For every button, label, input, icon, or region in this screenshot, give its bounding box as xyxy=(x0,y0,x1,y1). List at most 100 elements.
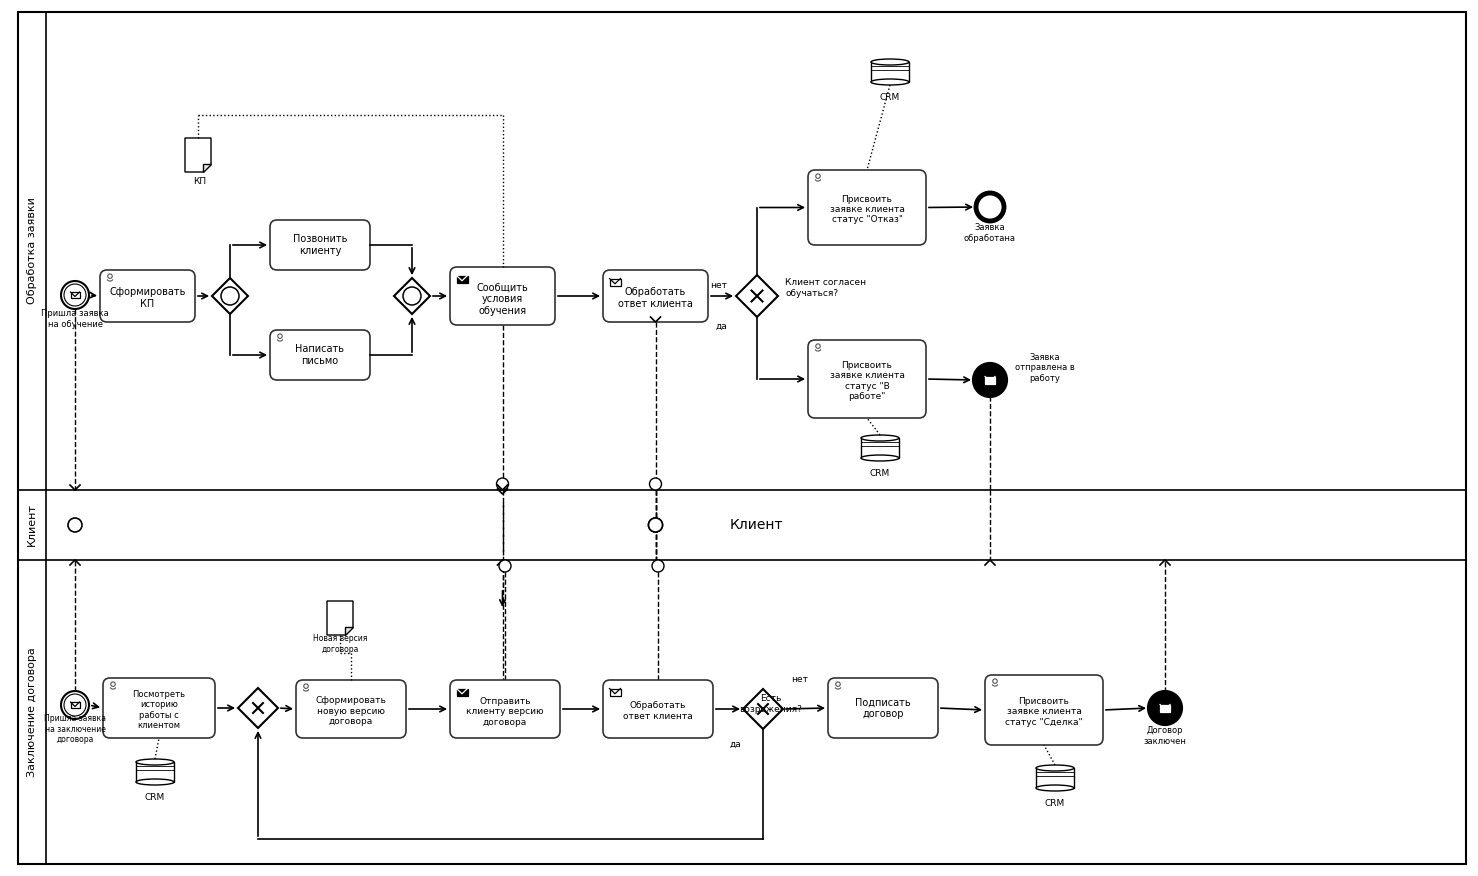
Polygon shape xyxy=(238,688,278,728)
Text: Сформировать
новую версию
договора: Сформировать новую версию договора xyxy=(316,696,386,726)
Circle shape xyxy=(108,274,112,279)
Text: Пришла заявка
на обучение: Пришла заявка на обучение xyxy=(41,309,109,328)
Ellipse shape xyxy=(1036,765,1075,771)
Bar xyxy=(609,689,621,696)
Polygon shape xyxy=(743,689,783,729)
Ellipse shape xyxy=(862,455,899,461)
Text: CRM: CRM xyxy=(871,469,890,477)
Text: Обработать
ответ клиента: Обработать ответ клиента xyxy=(624,702,693,721)
Text: Сформировать
КП: Сформировать КП xyxy=(109,287,186,309)
FancyBboxPatch shape xyxy=(449,680,560,738)
FancyBboxPatch shape xyxy=(808,340,927,418)
Ellipse shape xyxy=(871,79,909,85)
Circle shape xyxy=(993,679,998,683)
Text: Клиент: Клиент xyxy=(27,504,37,547)
Bar xyxy=(1160,704,1171,711)
Text: Присвоить
заявке клиента
статус "Сделка": Присвоить заявке клиента статус "Сделка" xyxy=(1005,697,1083,727)
Ellipse shape xyxy=(871,59,909,65)
FancyBboxPatch shape xyxy=(808,170,927,245)
Text: нет: нет xyxy=(791,675,808,683)
Text: Присвоить
заявке клиента
статус "Отказ": Присвоить заявке клиента статус "Отказ" xyxy=(829,194,905,224)
Circle shape xyxy=(816,344,820,349)
Text: Сообщить
условия
обучения: Сообщить условия обучения xyxy=(476,282,528,315)
Text: Подписать
договор: Подписать договор xyxy=(856,697,910,719)
Bar xyxy=(862,438,899,458)
Circle shape xyxy=(1151,695,1178,721)
Text: Договор
заключен: Договор заключен xyxy=(1144,726,1187,745)
Bar xyxy=(984,377,995,384)
Polygon shape xyxy=(327,601,353,635)
Text: нет: нет xyxy=(709,281,727,291)
Circle shape xyxy=(61,691,89,719)
Bar xyxy=(71,702,80,708)
FancyBboxPatch shape xyxy=(103,678,214,738)
Circle shape xyxy=(975,193,1004,221)
Ellipse shape xyxy=(136,779,174,785)
Circle shape xyxy=(68,518,81,532)
Text: CRM: CRM xyxy=(145,793,166,802)
Bar xyxy=(1036,768,1075,788)
Text: Посмотреть
историю
работы с
клиентом: Посмотреть историю работы с клиентом xyxy=(133,690,186,730)
Circle shape xyxy=(835,682,840,687)
Text: да: да xyxy=(715,321,727,330)
Text: Новая версия
договора: Новая версия договора xyxy=(313,634,367,653)
Text: да: да xyxy=(729,739,740,748)
Circle shape xyxy=(652,560,664,572)
FancyBboxPatch shape xyxy=(984,675,1103,745)
Circle shape xyxy=(278,334,282,338)
Circle shape xyxy=(816,174,820,179)
Circle shape xyxy=(975,193,1004,221)
Text: Есть
возражения?: Есть возражения? xyxy=(739,695,803,714)
Text: Заявка
обработана: Заявка обработана xyxy=(964,223,1015,243)
FancyBboxPatch shape xyxy=(603,680,712,738)
Circle shape xyxy=(500,560,511,572)
Text: Присвоить
заявке клиента
статус "В
работе": Присвоить заявке клиента статус "В работ… xyxy=(829,361,905,401)
Circle shape xyxy=(649,518,662,532)
Circle shape xyxy=(649,478,662,490)
Text: CRM: CRM xyxy=(1045,799,1066,808)
Circle shape xyxy=(649,518,662,532)
Bar xyxy=(609,279,621,286)
Circle shape xyxy=(111,682,115,687)
Circle shape xyxy=(974,364,1007,396)
Bar xyxy=(136,762,174,782)
Ellipse shape xyxy=(1036,785,1075,791)
Ellipse shape xyxy=(136,759,174,765)
FancyBboxPatch shape xyxy=(101,270,195,322)
Polygon shape xyxy=(202,164,211,172)
Circle shape xyxy=(403,287,421,305)
Circle shape xyxy=(61,281,89,309)
Polygon shape xyxy=(185,138,211,172)
FancyBboxPatch shape xyxy=(828,678,939,738)
Text: Отправить
клиенту версию
договора: Отправить клиенту версию договора xyxy=(466,697,544,727)
FancyBboxPatch shape xyxy=(603,270,708,322)
Text: Заявка
отправлена в
работу: Заявка отправлена в работу xyxy=(1015,353,1075,383)
Text: Позвонить
клиенту: Позвонить клиенту xyxy=(293,234,347,256)
Text: Пришла заявка
на заключение
договора: Пришла заявка на заключение договора xyxy=(44,714,106,744)
Text: Написать
письмо: Написать письмо xyxy=(296,344,344,366)
FancyBboxPatch shape xyxy=(270,330,370,380)
Text: CRM: CRM xyxy=(879,93,900,102)
Circle shape xyxy=(64,284,86,306)
Ellipse shape xyxy=(862,435,899,441)
FancyBboxPatch shape xyxy=(270,220,370,270)
Circle shape xyxy=(222,287,239,305)
Text: Клиент согласен
обучаться?: Клиент согласен обучаться? xyxy=(785,279,866,298)
Bar xyxy=(457,689,467,696)
FancyBboxPatch shape xyxy=(449,267,556,325)
Polygon shape xyxy=(736,275,777,317)
Bar xyxy=(457,275,467,282)
Circle shape xyxy=(304,684,309,689)
FancyBboxPatch shape xyxy=(296,680,406,738)
Circle shape xyxy=(64,694,86,716)
Circle shape xyxy=(977,367,1004,393)
Circle shape xyxy=(980,197,1001,217)
Bar xyxy=(71,292,80,298)
Text: Клиент: Клиент xyxy=(729,518,783,532)
Circle shape xyxy=(1148,692,1181,724)
Polygon shape xyxy=(211,278,248,314)
Polygon shape xyxy=(344,627,353,635)
Bar xyxy=(871,62,909,82)
Text: Заключение договора: Заключение договора xyxy=(27,647,37,777)
Circle shape xyxy=(497,478,508,490)
